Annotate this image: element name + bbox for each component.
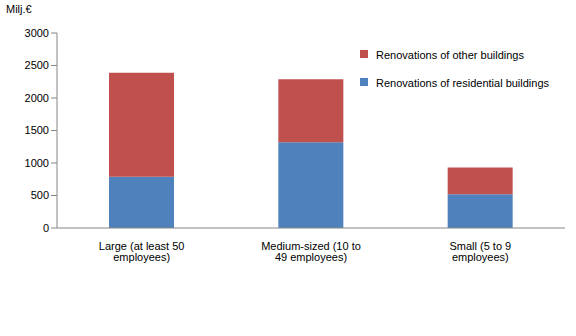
- svg-text:1000: 1000: [25, 157, 49, 169]
- svg-text:2000: 2000: [25, 92, 49, 104]
- svg-text:1500: 1500: [25, 124, 49, 136]
- svg-text:Medium-sized (10 to49 employee: Medium-sized (10 to49 employees): [261, 240, 361, 263]
- svg-text:2500: 2500: [25, 59, 49, 71]
- svg-text:0: 0: [43, 222, 49, 234]
- svg-text:Large (at least 50employees): Large (at least 50employees): [99, 240, 185, 263]
- svg-text:500: 500: [31, 189, 49, 201]
- html-text:Renovations of other buildings: Renovations of other buildings: [376, 49, 524, 61]
- svg-text:Small (5 to 9employees): Small (5 to 9employees): [449, 240, 511, 263]
- html-text:Milj.€: Milj.€: [6, 3, 32, 15]
- html-text:Renovations of residential bui: Renovations of residential buildings: [376, 77, 550, 89]
- svg-text:3000: 3000: [25, 27, 49, 39]
